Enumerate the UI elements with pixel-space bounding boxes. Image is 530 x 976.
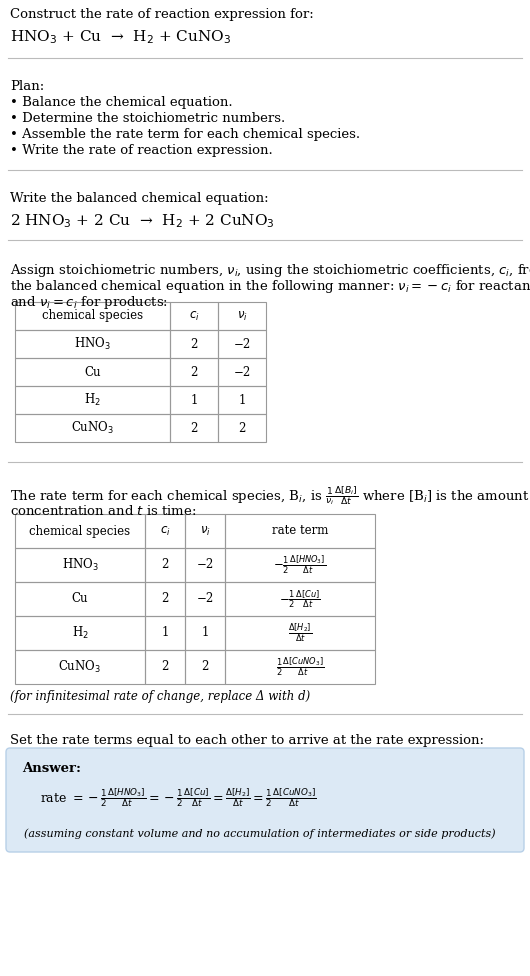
Text: rate term: rate term: [272, 524, 328, 538]
Text: $-\frac{1}{2}\frac{\Delta[HNO_3]}{\Delta t}$: $-\frac{1}{2}\frac{\Delta[HNO_3]}{\Delta…: [273, 553, 326, 576]
Text: Plan:: Plan:: [10, 80, 44, 93]
Bar: [15, 582, 145, 616]
Text: $\frac{1}{2}\frac{\Delta[CuNO_3]}{\Delta t}$: $\frac{1}{2}\frac{\Delta[CuNO_3]}{\Delta…: [276, 656, 324, 678]
Bar: [218, 386, 266, 414]
Text: HNO$_3$ + Cu  →  H$_2$ + CuNO$_3$: HNO$_3$ + Cu → H$_2$ + CuNO$_3$: [10, 28, 231, 46]
Text: 2: 2: [201, 661, 209, 673]
Bar: [185, 616, 225, 650]
Bar: [15, 548, 145, 582]
Bar: [170, 386, 218, 414]
Bar: [15, 514, 145, 548]
Text: Assign stoichiometric numbers, $\nu_i$, using the stoichiometric coefficients, $: Assign stoichiometric numbers, $\nu_i$, …: [10, 262, 530, 279]
Text: (for infinitesimal rate of change, replace Δ with d): (for infinitesimal rate of change, repla…: [10, 690, 310, 703]
Text: 2: 2: [238, 422, 246, 434]
Bar: [15, 650, 145, 684]
Bar: [170, 414, 218, 442]
Text: chemical species: chemical species: [30, 524, 130, 538]
Text: 2: 2: [161, 661, 169, 673]
Text: 2: 2: [161, 592, 169, 605]
Bar: [145, 582, 185, 616]
Text: $c_i$: $c_i$: [189, 309, 199, 322]
Text: Construct the rate of reaction expression for:: Construct the rate of reaction expressio…: [10, 8, 314, 21]
Text: H$_2$: H$_2$: [72, 625, 89, 641]
Bar: [170, 358, 218, 386]
Text: HNO$_3$: HNO$_3$: [61, 557, 99, 573]
Bar: [145, 548, 185, 582]
Text: $c_i$: $c_i$: [160, 524, 170, 538]
Text: • Write the rate of reaction expression.: • Write the rate of reaction expression.: [10, 144, 273, 157]
Text: −2: −2: [233, 365, 251, 379]
Bar: [225, 548, 375, 582]
Bar: [218, 302, 266, 330]
Bar: [185, 548, 225, 582]
Bar: [170, 330, 218, 358]
Text: (assuming constant volume and no accumulation of intermediates or side products): (assuming constant volume and no accumul…: [24, 828, 496, 838]
Bar: [145, 650, 185, 684]
Bar: [185, 650, 225, 684]
Text: $\nu_i$: $\nu_i$: [200, 524, 210, 538]
Text: 2: 2: [190, 365, 198, 379]
Text: $\frac{\Delta[H_2]}{\Delta t}$: $\frac{\Delta[H_2]}{\Delta t}$: [288, 622, 312, 644]
Text: and $\nu_i = c_i$ for products:: and $\nu_i = c_i$ for products:: [10, 294, 168, 311]
Text: the balanced chemical equation in the following manner: $\nu_i = -c_i$ for react: the balanced chemical equation in the fo…: [10, 278, 530, 295]
Text: concentration and $t$ is time:: concentration and $t$ is time:: [10, 504, 197, 518]
Bar: [15, 414, 170, 442]
Text: Cu: Cu: [84, 365, 101, 379]
Text: −2: −2: [197, 558, 214, 572]
Text: 2 HNO$_3$ + 2 Cu  →  H$_2$ + 2 CuNO$_3$: 2 HNO$_3$ + 2 Cu → H$_2$ + 2 CuNO$_3$: [10, 212, 275, 229]
Bar: [15, 616, 145, 650]
Text: 2: 2: [190, 422, 198, 434]
Text: 2: 2: [190, 338, 198, 350]
Bar: [15, 386, 170, 414]
Text: Cu: Cu: [72, 592, 89, 605]
Text: −2: −2: [233, 338, 251, 350]
FancyBboxPatch shape: [6, 748, 524, 852]
Text: CuNO$_3$: CuNO$_3$: [58, 659, 102, 675]
Text: • Balance the chemical equation.: • Balance the chemical equation.: [10, 96, 233, 109]
Bar: [225, 514, 375, 548]
Bar: [170, 302, 218, 330]
Bar: [15, 358, 170, 386]
Text: 2: 2: [161, 558, 169, 572]
Text: HNO$_3$: HNO$_3$: [74, 336, 111, 352]
Text: The rate term for each chemical species, B$_i$, is $\frac{1}{\nu_i}\frac{\Delta[: The rate term for each chemical species,…: [10, 484, 529, 507]
Bar: [145, 616, 185, 650]
Bar: [225, 582, 375, 616]
Text: 1: 1: [201, 627, 209, 639]
Bar: [15, 330, 170, 358]
Text: • Assemble the rate term for each chemical species.: • Assemble the rate term for each chemic…: [10, 128, 360, 141]
Bar: [218, 330, 266, 358]
Text: 1: 1: [238, 393, 246, 406]
Bar: [15, 302, 170, 330]
Text: 1: 1: [161, 627, 169, 639]
Text: −2: −2: [197, 592, 214, 605]
Bar: [185, 582, 225, 616]
Bar: [225, 616, 375, 650]
Bar: [145, 514, 185, 548]
Bar: [185, 514, 225, 548]
Text: H$_2$: H$_2$: [84, 392, 101, 408]
Text: CuNO$_3$: CuNO$_3$: [71, 420, 114, 436]
Bar: [225, 650, 375, 684]
Text: Answer:: Answer:: [22, 762, 81, 775]
Text: rate $= -\frac{1}{2}\frac{\Delta[HNO_3]}{\Delta t} = -\frac{1}{2}\frac{\Delta[Cu: rate $= -\frac{1}{2}\frac{\Delta[HNO_3]}…: [40, 786, 317, 809]
Text: Set the rate terms equal to each other to arrive at the rate expression:: Set the rate terms equal to each other t…: [10, 734, 484, 747]
Text: $\nu_i$: $\nu_i$: [236, 309, 248, 322]
Bar: [218, 414, 266, 442]
Bar: [218, 358, 266, 386]
Text: chemical species: chemical species: [42, 309, 143, 322]
Text: 1: 1: [190, 393, 198, 406]
Text: Write the balanced chemical equation:: Write the balanced chemical equation:: [10, 192, 269, 205]
Text: • Determine the stoichiometric numbers.: • Determine the stoichiometric numbers.: [10, 112, 285, 125]
Text: $-\frac{1}{2}\frac{\Delta[Cu]}{\Delta t}$: $-\frac{1}{2}\frac{\Delta[Cu]}{\Delta t}…: [279, 589, 321, 610]
